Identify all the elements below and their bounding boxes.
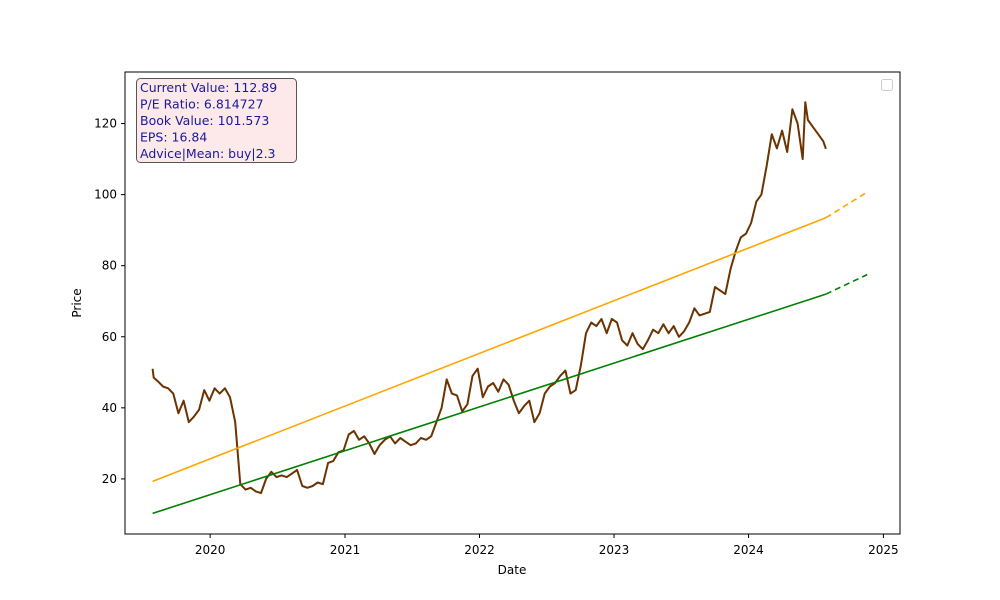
info-box-line: EPS: 16.84	[140, 130, 207, 145]
plot-frame	[124, 71, 901, 535]
info-box-line: Book Value: 101.573	[140, 113, 269, 128]
info-box: Current Value: 112.89 P/E Ratio: 6.814727…	[136, 78, 297, 163]
legend-box	[881, 79, 893, 91]
y-tick-label: 40	[102, 401, 117, 415]
series-line-4	[825, 273, 868, 295]
y-tick-label: 20	[102, 472, 117, 486]
info-box-line: Advice|Mean: buy|2.3	[140, 146, 276, 161]
x-axis-title: Date	[498, 563, 527, 577]
series-line-1	[152, 216, 827, 483]
y-tick-label: 120	[94, 117, 117, 131]
y-axis-title: Price	[70, 288, 84, 317]
series-line-0	[151, 101, 827, 495]
info-box-line: Current Value: 112.89	[140, 80, 277, 95]
series-line-3	[152, 293, 827, 515]
y-tick-label: 80	[102, 259, 117, 273]
series-layer	[151, 101, 868, 515]
series-line-2	[825, 191, 868, 219]
y-tick-label: 60	[102, 330, 117, 344]
info-box-line: P/E Ratio: 6.814727	[140, 97, 264, 112]
y-axis: 20 40 60 80 100 120	[94, 117, 125, 486]
x-tick-label: 2023	[599, 543, 630, 557]
x-tick-label: 2021	[330, 543, 361, 557]
x-axis: 2020 2021 2022 2023 2024 2025	[195, 534, 899, 557]
info-box-background	[136, 78, 297, 163]
x-tick-label: 2022	[464, 543, 495, 557]
x-tick-label: 2025	[868, 543, 899, 557]
info-box-text: Current Value: 112.89 P/E Ratio: 6.814727…	[140, 80, 277, 161]
x-tick-label: 2024	[733, 543, 764, 557]
x-tick-label: 2020	[195, 543, 226, 557]
y-tick-label: 100	[94, 188, 117, 202]
